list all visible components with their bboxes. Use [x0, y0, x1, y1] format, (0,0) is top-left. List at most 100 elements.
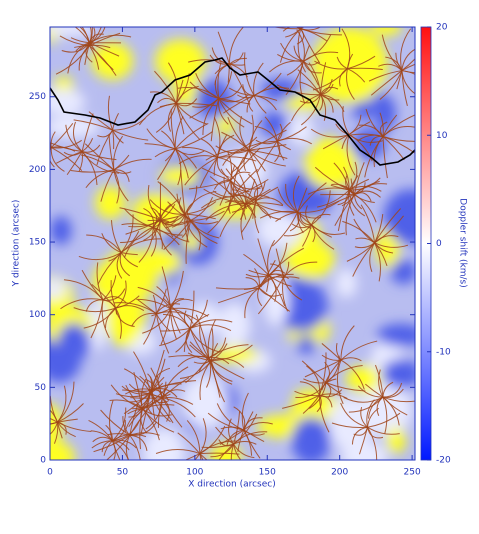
field-line: [152, 212, 162, 228]
field-line: [217, 287, 260, 304]
field-line: [50, 147, 52, 150]
field-line: [367, 412, 401, 428]
field-line: [276, 140, 291, 151]
field-line: [150, 392, 171, 398]
field-line: [147, 184, 161, 221]
texture-blob: [381, 358, 415, 389]
field-line: [115, 307, 122, 339]
field-line: [107, 95, 114, 131]
field-line: [256, 140, 278, 174]
field-line: [381, 34, 403, 71]
field-line: [96, 262, 104, 301]
field-line: [348, 134, 373, 162]
field-line: [190, 220, 218, 244]
texture-blob: [284, 239, 336, 279]
field-line: [257, 277, 284, 315]
field-line: [70, 169, 114, 173]
field-line: [123, 226, 154, 258]
field-line: [382, 381, 394, 398]
field-line: [354, 194, 363, 210]
field-line: [212, 190, 234, 198]
texture-blob: [136, 247, 182, 276]
field-line: [112, 129, 149, 141]
field-line: [189, 328, 214, 366]
boundary-contour: [50, 57, 415, 166]
plot-frame: [49, 26, 416, 461]
field-line: [316, 395, 322, 413]
field-line: [189, 314, 210, 329]
field-lines: [50, 27, 415, 460]
field-line: [231, 200, 257, 213]
field-line: [189, 290, 195, 329]
field-line: [207, 196, 234, 234]
field-line: [229, 52, 244, 65]
field-line: [248, 144, 287, 151]
field-line: [254, 185, 263, 201]
field-line: [88, 111, 113, 131]
field-line: [303, 44, 310, 62]
texture-blob: [379, 391, 407, 416]
field-line: [318, 378, 337, 396]
colorbar-tick-label: 10: [436, 131, 448, 141]
field-line: [348, 396, 384, 413]
field-line: [210, 443, 234, 458]
field-line: [354, 162, 365, 195]
field-line: [184, 453, 201, 460]
field-line: [340, 357, 362, 362]
y-tick-label: 150: [29, 238, 46, 248]
field-line: [374, 235, 399, 244]
field-line: [216, 134, 235, 158]
field-line: [216, 157, 230, 178]
field-line: [174, 116, 184, 149]
field-line: [258, 259, 276, 289]
field-line: [268, 274, 292, 287]
field-line: [296, 28, 305, 45]
field-line: [233, 443, 255, 459]
field-line: [227, 63, 230, 83]
y-tick-label: 250: [29, 92, 46, 102]
field-line: [199, 452, 240, 455]
colorbar-label: Doppler shift (km/s): [458, 198, 468, 287]
field-line: [149, 91, 177, 104]
field-line: [239, 116, 250, 151]
field-line: [245, 203, 254, 219]
field-line: [347, 55, 376, 70]
y-tick-label: 200: [29, 165, 46, 175]
colorbar-tick-label: -10: [436, 347, 451, 357]
field-line: [110, 220, 122, 253]
field-line: [233, 440, 257, 445]
field-line: [232, 156, 245, 197]
field-line: [368, 70, 402, 82]
field-line: [382, 388, 404, 398]
field-line: [199, 453, 204, 460]
field-line: [348, 175, 359, 191]
field-line: [188, 180, 231, 190]
field-line: [243, 429, 265, 443]
field-line: [259, 210, 298, 219]
field-line: [122, 416, 131, 436]
field-line: [120, 214, 134, 253]
field-line: [203, 188, 246, 205]
field-line: [320, 86, 339, 95]
field-line: [311, 190, 331, 226]
field-line: [382, 136, 405, 161]
field-line: [132, 397, 163, 410]
field-line: [59, 35, 90, 47]
field-line: [103, 440, 113, 456]
field-line: [248, 114, 254, 151]
field-line: [401, 48, 415, 71]
field-line: [357, 385, 383, 398]
field-line: [240, 203, 247, 240]
field-line: [55, 45, 90, 75]
field-line: [401, 63, 415, 71]
field-line: [319, 62, 327, 95]
field-line: [260, 276, 284, 288]
field-line: [211, 358, 245, 368]
field-line: [348, 178, 370, 191]
field-line: [300, 94, 321, 126]
field-line: [304, 359, 342, 378]
field-line: [349, 177, 381, 191]
field-line: [229, 164, 236, 181]
field-line: [218, 439, 234, 447]
field-line: [109, 400, 114, 441]
